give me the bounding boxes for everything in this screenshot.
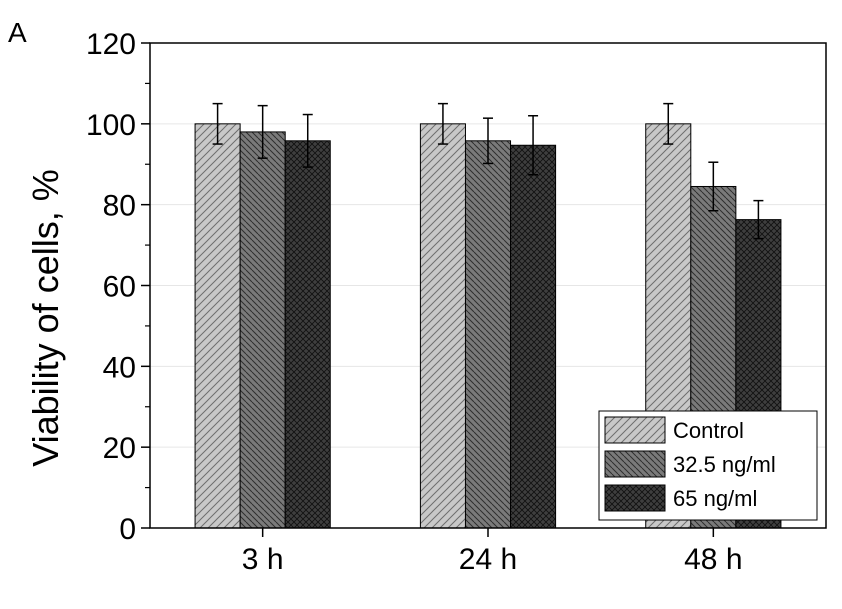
bar <box>194 123 241 529</box>
y-axis: 0 20 40 60 80 100 120 <box>86 28 150 546</box>
legend-label: 32.5 ng/ml <box>673 452 776 477</box>
error-bars <box>212 102 764 240</box>
legend-swatch <box>604 416 666 444</box>
legend: Control 32.5 ng/ml 65 ng/ml <box>598 410 818 521</box>
x-axis: 3 h 24 h 48 h <box>242 528 743 576</box>
y-tick-label: 100 <box>86 109 136 142</box>
bar <box>510 144 557 529</box>
legend-label: Control <box>673 418 744 443</box>
x-tick-label: 48 h <box>684 543 742 576</box>
bar <box>419 123 466 529</box>
y-tick-label: 60 <box>103 271 136 304</box>
x-tick-label: 24 h <box>459 543 517 576</box>
y-tick-label: 0 <box>119 513 136 546</box>
panel-letter: A <box>8 17 27 48</box>
y-tick-label: 20 <box>103 432 136 465</box>
x-tick-label: 3 h <box>242 543 284 576</box>
bar <box>284 140 331 529</box>
bar <box>239 131 286 529</box>
y-tick-label: 80 <box>103 190 136 223</box>
y-tick-label: 40 <box>103 351 136 384</box>
y-axis-title: Viability of cells, % <box>25 169 66 466</box>
legend-swatch <box>604 484 666 512</box>
bars <box>194 123 782 529</box>
legend-label: 65 ng/ml <box>673 486 757 511</box>
y-tick-label: 120 <box>86 28 136 61</box>
legend-swatch <box>604 450 666 478</box>
bar <box>464 140 512 529</box>
